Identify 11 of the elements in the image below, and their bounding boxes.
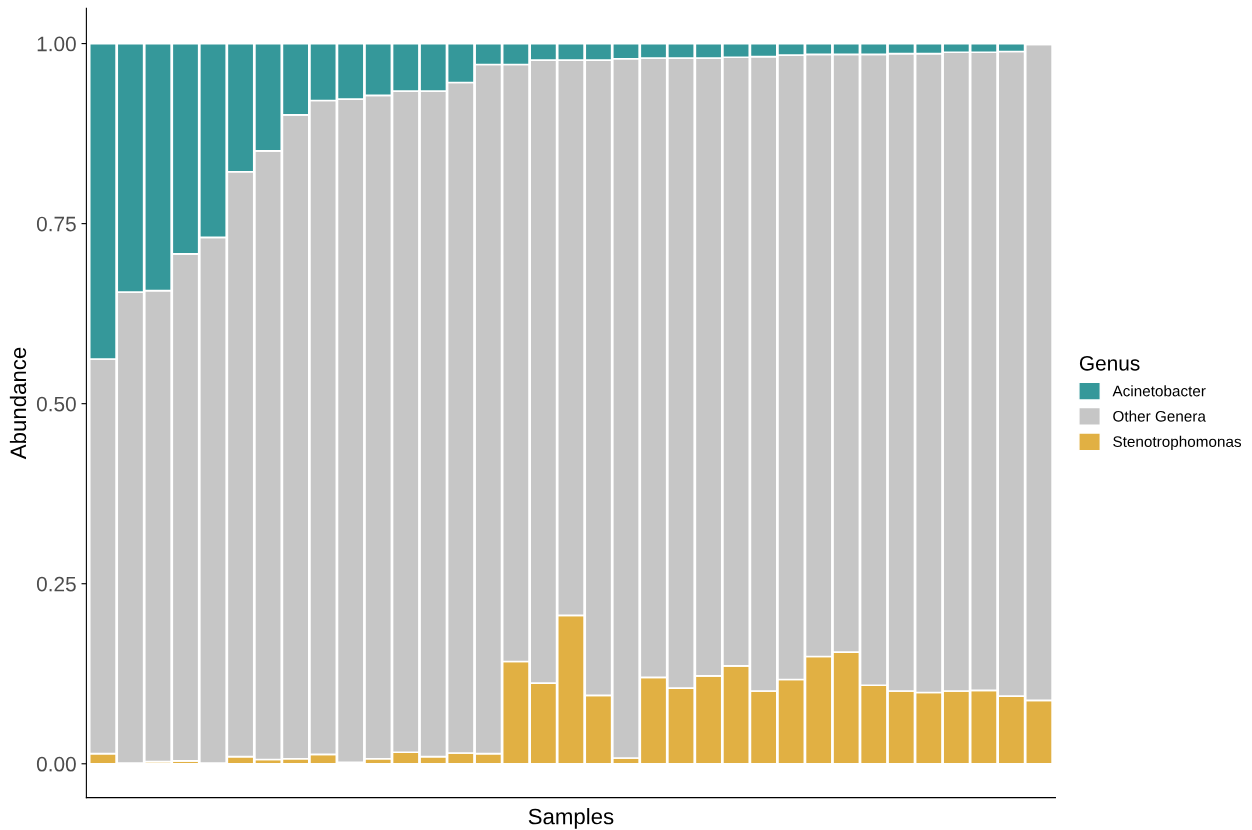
legend-label: Acinetobacter [1112, 385, 1206, 397]
y-tick-label: 0.00 [36, 756, 76, 772]
legend-label: Other Genera [1113, 410, 1206, 422]
y-tick-label: 0.25 [36, 576, 76, 592]
y-tick-label: 1.00 [37, 36, 76, 52]
legend-label: Stenotrophomonas [1113, 435, 1242, 451]
y-tick-label: 0.75 [36, 216, 76, 232]
y-tick-label: 0.50 [36, 396, 76, 412]
x-axis-title: Samples [528, 808, 614, 829]
legend-title: Genus [1079, 355, 1140, 371]
y-axis-title: Abundance [9, 347, 27, 460]
